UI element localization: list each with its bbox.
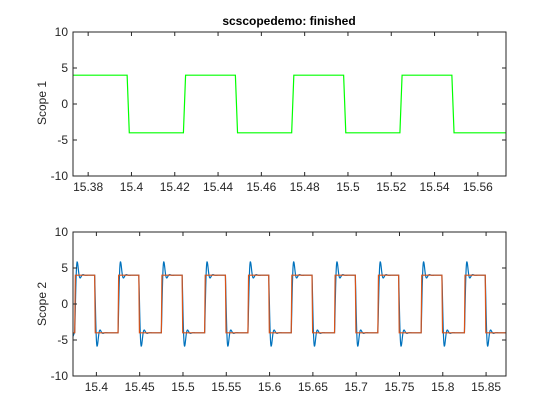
x-tick-label: 15.7 [345,380,369,394]
x-tick-label: 15.75 [384,380,414,394]
y-tick-label: 5 [61,261,68,275]
x-tick-label: 15.4 [85,380,109,394]
y-tick-label: 10 [55,25,69,39]
x-tick-label: 15.5 [336,180,360,194]
x-tick-label: 15.44 [203,180,233,194]
x-tick-label: 15.48 [290,180,320,194]
x-tick-label: 15.54 [420,180,450,194]
x-tick-label: 15.8 [431,380,455,394]
x-tick-label: 15.85 [471,380,501,394]
y-axis-label-scope-2: Scope 2 [35,282,49,326]
y-tick-label: -10 [51,169,69,183]
x-tick-label: 15.38 [73,180,103,194]
x-tick-label: 15.4 [120,180,144,194]
axes-scope-1[interactable]: Scope 1 15.38 15.4 15.42 15.44 15.46 15.48 15.… [35,25,507,194]
x-tick-label: 15.52 [376,180,406,194]
x-tick-label: 15.42 [160,180,190,194]
x-tick-label: 15.5 [171,380,195,394]
y-axis-label-scope-1: Scope 1 [35,81,49,125]
x-tick-label: 15.6 [258,380,282,394]
x-tick-label: 15.56 [463,180,493,194]
y-tick-label: -5 [57,133,68,147]
y-tick-label: 0 [61,97,68,111]
y-tick-label: -10 [51,369,69,383]
y-tick-label: -5 [57,333,68,347]
data-layer-1 [73,74,506,134]
plot-area-1 [73,32,506,176]
plot-area-2 [73,232,506,376]
series-line-scope-1 [73,74,506,134]
x-tick-label: 15.45 [125,380,155,394]
x-tick-label: 15.46 [246,180,276,194]
x-tick-label: 15.65 [298,380,328,394]
y-tick-label: 0 [61,297,68,311]
x-tick-label: 15.55 [211,380,241,394]
series-line-scope-2-ideal [73,274,506,334]
y-tick-label: 5 [61,61,68,75]
y-tick-label: 10 [55,225,69,239]
data-layer-2 [73,261,506,347]
axes-scope-2[interactable]: Scope 2 15.4 15.45 15.5 15.55 15.6 15.65 15.7 1… [35,225,507,394]
figure-title: scscopedemo: finished [222,14,355,28]
